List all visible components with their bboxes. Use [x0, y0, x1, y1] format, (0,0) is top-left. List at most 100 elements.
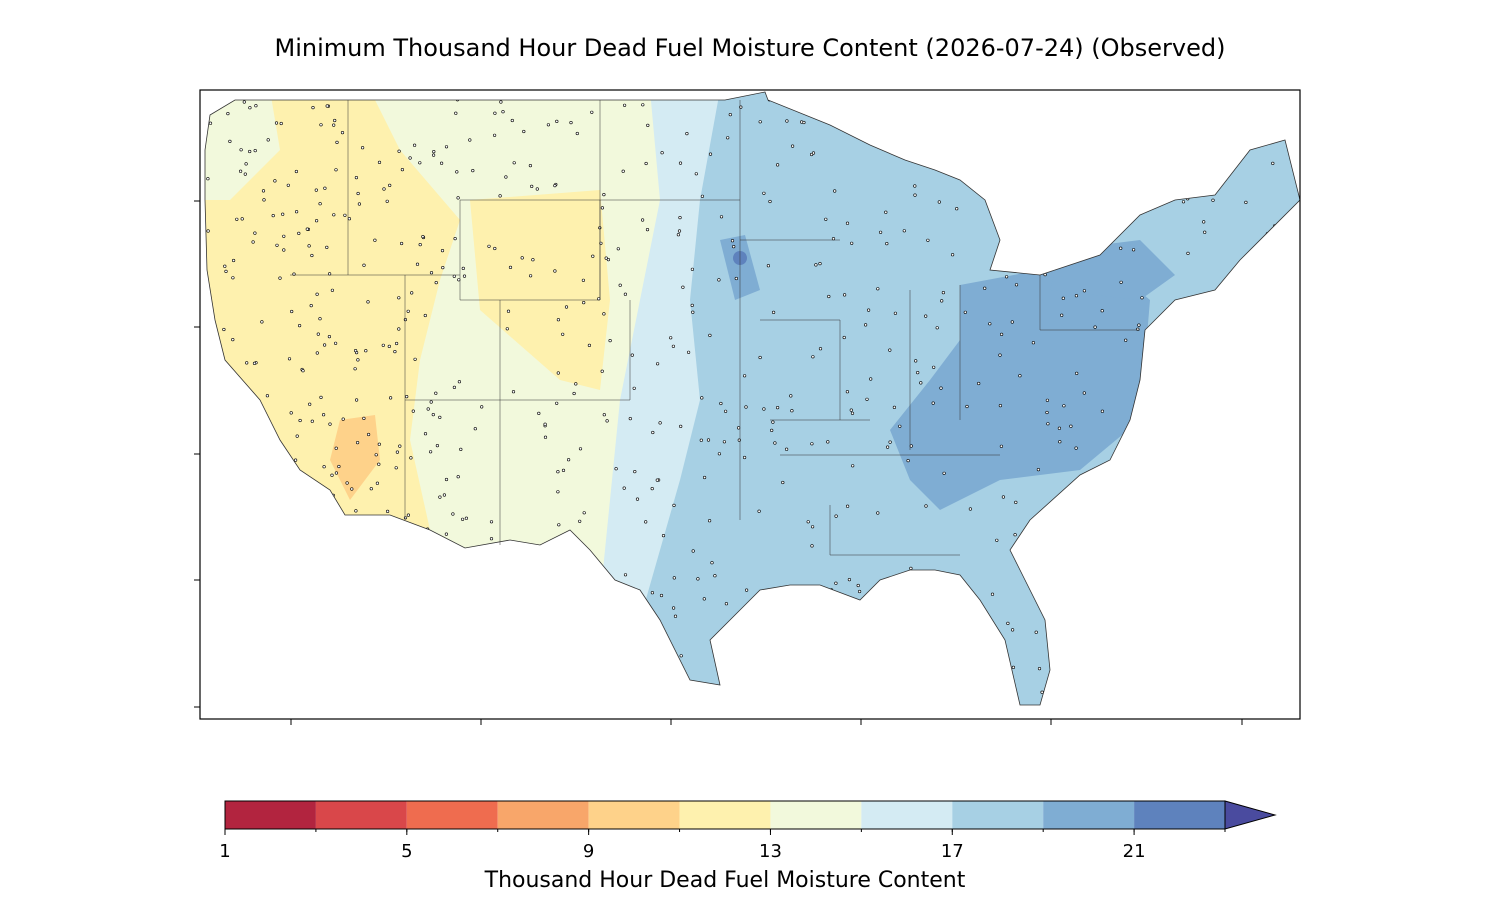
station [311, 521, 315, 526]
station [510, 118, 514, 123]
station [1142, 675, 1146, 679]
station [909, 688, 913, 692]
station [673, 614, 678, 618]
station [266, 671, 271, 676]
station [773, 441, 777, 445]
station [332, 123, 336, 127]
station [950, 253, 955, 257]
station [1140, 296, 1144, 300]
station [1181, 200, 1186, 204]
station [1116, 687, 1120, 691]
station [1124, 665, 1129, 669]
station [1271, 161, 1275, 165]
station [405, 395, 409, 399]
station [224, 511, 229, 515]
station [1228, 102, 1232, 106]
station [1082, 289, 1086, 293]
region [205, 92, 280, 200]
station [499, 100, 503, 104]
station [1175, 369, 1179, 373]
station [239, 169, 243, 173]
station [1223, 113, 1227, 117]
station [708, 333, 712, 338]
station [1242, 661, 1247, 665]
station [350, 487, 354, 491]
station [317, 654, 321, 658]
station [498, 194, 502, 198]
station [222, 644, 226, 648]
station [341, 417, 345, 421]
station [1099, 594, 1103, 598]
station [1121, 496, 1125, 500]
station [938, 630, 942, 634]
station [977, 381, 981, 386]
station [253, 149, 257, 153]
station [762, 191, 766, 195]
station [451, 666, 455, 670]
state-lines [290, 100, 1140, 556]
station [382, 676, 386, 680]
station [456, 196, 460, 200]
station [429, 400, 433, 404]
station [282, 248, 286, 252]
station [360, 632, 364, 636]
station [1102, 123, 1107, 127]
station [965, 404, 969, 409]
station [660, 151, 664, 155]
station [823, 588, 827, 593]
station [266, 138, 270, 142]
station [208, 121, 213, 125]
station [1045, 398, 1049, 402]
station [999, 332, 1004, 337]
station [355, 683, 359, 688]
station [456, 475, 460, 479]
station [651, 430, 655, 435]
station [1061, 296, 1065, 300]
station [356, 441, 360, 445]
station [289, 597, 293, 602]
station [1010, 628, 1015, 632]
station [240, 217, 244, 221]
station [241, 643, 245, 647]
station [1193, 588, 1197, 592]
station [1002, 687, 1006, 691]
station [1209, 556, 1213, 560]
station [1156, 174, 1161, 178]
station [690, 267, 695, 271]
station [1119, 246, 1123, 250]
station [1057, 587, 1061, 591]
station [343, 213, 347, 217]
station [403, 318, 408, 322]
station [432, 150, 436, 154]
station [385, 199, 389, 203]
station [1221, 664, 1226, 668]
station [790, 409, 794, 413]
station [913, 184, 917, 188]
station [621, 169, 625, 173]
station [308, 402, 312, 406]
station [373, 238, 377, 242]
station [231, 677, 235, 681]
station [676, 233, 681, 237]
station [702, 597, 706, 601]
station [553, 184, 557, 188]
station [1014, 500, 1018, 505]
station [965, 637, 969, 641]
station [302, 647, 306, 651]
station [909, 444, 913, 448]
station [508, 265, 513, 270]
station [775, 163, 780, 167]
station [1161, 164, 1165, 168]
station [1280, 307, 1285, 312]
station [597, 297, 601, 301]
station [345, 481, 349, 485]
station [608, 339, 612, 343]
station [457, 278, 461, 282]
station [239, 478, 243, 483]
station [459, 447, 463, 452]
station [1244, 200, 1248, 204]
station [442, 619, 446, 623]
station [632, 386, 636, 390]
station [699, 438, 703, 442]
station [394, 466, 398, 470]
